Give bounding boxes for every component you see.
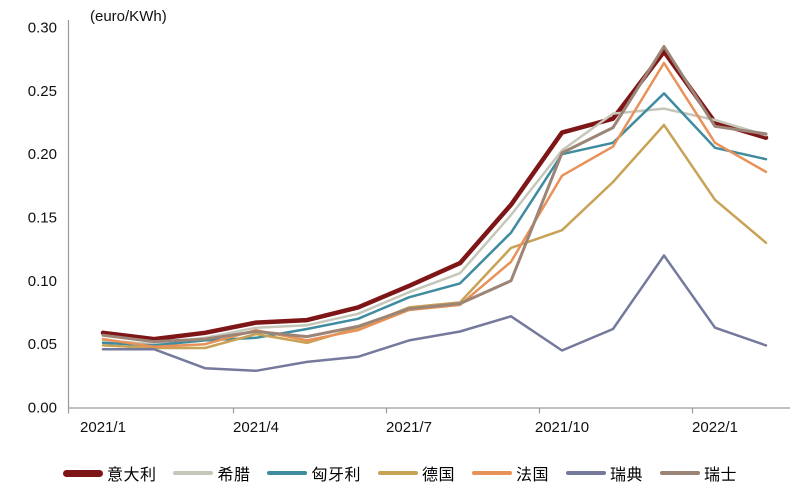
y-tick-label: 0.20 (28, 146, 57, 163)
legend-item-hungary: 匈牙利 (267, 461, 361, 485)
legend-item-greece: 希腊 (173, 461, 250, 485)
legend-item-sweden: 瑞典 (566, 461, 643, 485)
series-line-hungary (101, 92, 768, 347)
series-line-sweden (101, 254, 768, 373)
y-tick-label: 0.10 (28, 273, 57, 290)
legend-label-france: 法国 (516, 467, 550, 484)
x-tick-label: 2022/1 (692, 419, 738, 436)
legend-label-sweden: 瑞典 (610, 467, 644, 484)
legend-label-greece: 希腊 (217, 467, 251, 484)
legend-swatch-france (472, 471, 512, 475)
legend-item-france: 法国 (472, 461, 549, 485)
y-tick-label: 0.00 (28, 400, 57, 417)
x-tick-label: 2021/4 (233, 419, 279, 436)
legend-swatch-greece (173, 471, 214, 475)
legend-swatch-hungary (267, 471, 308, 475)
y-axis-unit-label: (euro/KWh) (90, 8, 167, 25)
legend-swatch-sweden (566, 471, 607, 475)
legend-label-germany: 德国 (421, 467, 455, 484)
line-chart: 0.00 0.05 0.10 0.15 0.20 0.25 0.30 2021/1 2021/4… (28, 20, 790, 436)
series-line-swiss (101, 45, 768, 344)
x-tick-label: 2021/7 (386, 419, 432, 436)
legend-item-italy: 意大利 (62, 461, 157, 485)
y-tick-label: 0.15 (28, 210, 57, 227)
y-tick-label: 0.30 (28, 20, 57, 37)
x-tick-label: 2021/10 (535, 419, 589, 436)
series-line-germany (101, 123, 768, 350)
x-tick-label: 2021/1 (80, 419, 126, 436)
legend-item-swiss: 瑞士 (660, 461, 737, 485)
legend-label-italy: 意大利 (106, 467, 157, 484)
y-tick-label: 0.05 (28, 336, 57, 353)
series-line-greece (101, 107, 768, 346)
y-tick-label: 0.25 (28, 83, 57, 100)
legend-swatch-italy (62, 469, 103, 477)
legend-label-swiss: 瑞士 (704, 467, 738, 484)
legend-item-germany: 德国 (377, 461, 455, 485)
legend-label-hungary: 匈牙利 (311, 467, 361, 484)
legend-swatch-swiss (660, 471, 701, 475)
legend-swatch-germany (377, 471, 418, 475)
legend: 意大利 希腊 匈牙利 德国 法国 瑞典 瑞士 (0, 456, 800, 490)
